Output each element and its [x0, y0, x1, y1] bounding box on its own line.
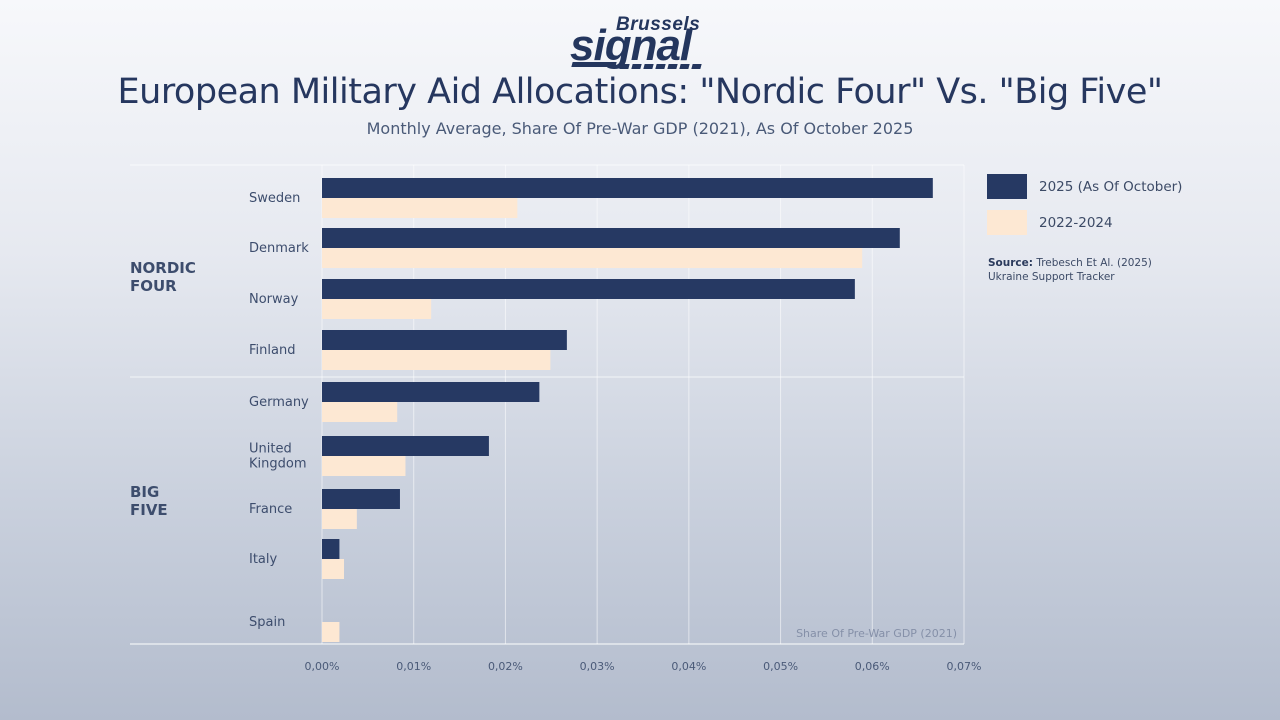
x-tick-label: 0,01%: [396, 660, 431, 673]
legend: 2025 (As Of October) 2022-2024: [987, 174, 1182, 246]
bar-2025: [322, 489, 400, 509]
bar-2022-2024: [322, 248, 863, 268]
group-label: NORDIC: [130, 259, 196, 277]
legend-label-2025: 2025 (As Of October): [1039, 178, 1183, 195]
brussels-signal-logo: Brussels signal: [560, 14, 730, 74]
group-label: FIVE: [130, 501, 168, 519]
category-label: Denmark: [249, 241, 309, 256]
bar-2022-2024: [322, 509, 357, 529]
bar-2022-2024: [322, 350, 551, 370]
x-axis-label: Share Of Pre-War GDP (2021): [796, 627, 957, 640]
legend-label-2022-2024: 2022-2024: [1039, 214, 1113, 231]
category-label: Sweden: [249, 191, 300, 206]
logo-brand-top: Brussels: [616, 14, 701, 35]
bar-2022-2024: [322, 622, 340, 642]
x-tick-label: 0,05%: [763, 660, 798, 673]
x-tick-label: 0,02%: [488, 660, 523, 673]
chart-title: European Military Aid Allocations: "Nord…: [117, 72, 1163, 112]
legend-item-2025: 2025 (As Of October): [987, 174, 1182, 199]
bar-2022-2024: [322, 402, 398, 422]
x-tick-label: 0,03%: [580, 660, 615, 673]
legend-swatch-2022-2024: [987, 210, 1027, 235]
category-label: Germany: [249, 395, 309, 410]
bar-2022-2024: [322, 299, 432, 319]
source-note: Source: Trebesch Et Al. (2025) Ukraine S…: [988, 256, 1152, 284]
category-label: France: [249, 502, 292, 517]
x-tick-label: 0,04%: [671, 660, 706, 673]
group-label: BIG: [130, 483, 159, 501]
x-tick-label: 0,06%: [855, 660, 890, 673]
legend-item-2022-2024: 2022-2024: [987, 210, 1182, 235]
bar-2025: [322, 436, 489, 456]
x-tick-label: 0,07%: [947, 660, 982, 673]
category-label: United: [249, 442, 292, 457]
bar-2025: [322, 279, 855, 299]
source-label: Source:: [988, 257, 1033, 269]
bar-2022-2024: [322, 456, 406, 476]
group-label: FOUR: [130, 277, 177, 295]
source-text-2: Ukraine Support Tracker: [988, 271, 1115, 283]
bar-2022-2024: [322, 198, 518, 218]
category-label: Finland: [249, 343, 295, 358]
category-label: Norway: [249, 292, 299, 307]
bar-2025: [322, 539, 340, 559]
category-label: Kingdom: [249, 457, 307, 472]
bar-2022-2024: [322, 559, 345, 579]
logo-brand-main: signal: [570, 21, 692, 70]
bar-2025: [322, 330, 567, 350]
source-text: Trebesch Et Al. (2025): [1036, 257, 1152, 269]
legend-swatch-2025: [987, 174, 1027, 199]
bar-2025: [322, 178, 933, 198]
chart-subtitle: Monthly Average, Share Of Pre-War GDP (2…: [366, 119, 914, 138]
bar-2025: [322, 228, 900, 248]
category-label: Italy: [249, 552, 278, 567]
category-label: Spain: [249, 615, 285, 630]
bar-2025: [322, 382, 540, 402]
x-tick-label: 0,00%: [305, 660, 340, 673]
